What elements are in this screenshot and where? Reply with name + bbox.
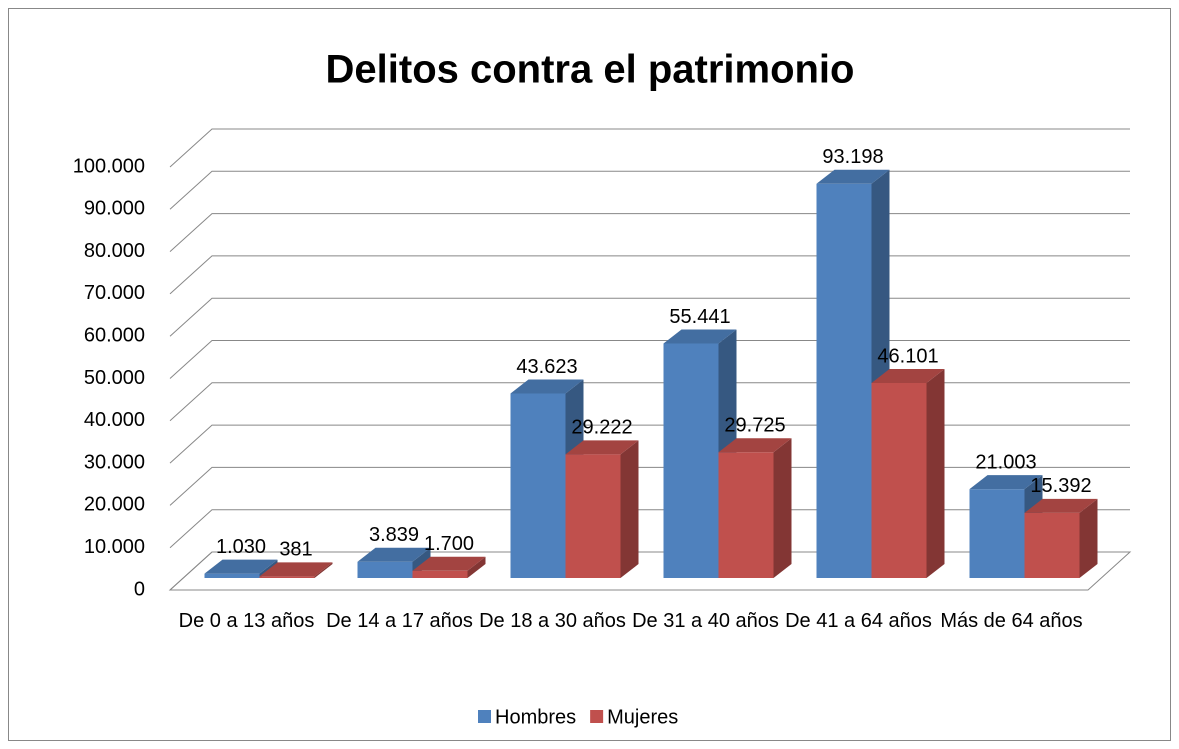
value-label: 15.392 — [1030, 475, 1091, 497]
y-tick-label: 10.000 — [84, 536, 145, 558]
bar-top — [1024, 498, 1098, 513]
bar-top — [412, 556, 486, 571]
bar-top — [357, 547, 431, 562]
legend-swatch — [478, 710, 491, 723]
bar-side — [773, 438, 792, 578]
bar — [718, 438, 792, 578]
y-tick-label: 30.000 — [84, 451, 145, 473]
bar-front — [204, 573, 260, 578]
x-tick-label: De 31 a 40 años — [632, 610, 779, 632]
bar — [1024, 498, 1098, 578]
bar-front — [816, 183, 872, 578]
y-tick-label: 90.000 — [84, 198, 145, 220]
value-label: 93.198 — [822, 146, 883, 168]
y-tick-label: 70.000 — [84, 282, 145, 304]
value-label: 21.003 — [975, 451, 1036, 473]
bar-front — [357, 561, 413, 578]
bar-front — [871, 382, 927, 578]
value-label: 29.222 — [571, 417, 632, 439]
bar-top — [969, 475, 1043, 490]
bar-top — [871, 368, 945, 383]
bar-top — [816, 169, 890, 184]
value-label: 55.441 — [669, 306, 730, 328]
bar-side — [620, 440, 639, 578]
bar-top — [510, 379, 584, 394]
y-tick-label: 40.000 — [84, 409, 145, 431]
bar-side — [314, 562, 333, 578]
bar-front — [1024, 512, 1080, 578]
y-tick-label: 60.000 — [84, 324, 145, 346]
y-tick-label: 100.000 — [73, 155, 145, 177]
x-tick-label: De 18 a 30 años — [479, 610, 626, 632]
value-label: 3.839 — [369, 524, 419, 546]
y-tick-label: 0 — [134, 578, 145, 600]
bar — [565, 440, 639, 578]
grid-line — [169, 128, 1130, 168]
value-label: 1.030 — [216, 536, 266, 558]
bar — [412, 556, 486, 578]
chart-border — [8, 8, 1171, 741]
value-label: 46.101 — [877, 345, 938, 367]
x-tick-label: De 14 a 17 años — [326, 610, 473, 632]
x-tick-label: De 0 a 13 años — [178, 610, 315, 632]
y-tick-label: 20.000 — [84, 494, 145, 516]
bar-top — [204, 559, 278, 574]
grid-line — [169, 170, 1130, 210]
bar-top — [718, 438, 792, 453]
bar-front — [718, 452, 774, 578]
bar-top — [259, 562, 333, 577]
bar-front — [510, 393, 566, 578]
bar-front — [259, 576, 315, 578]
bar — [259, 562, 333, 578]
bar-top — [565, 440, 639, 455]
y-tick-label: 80.000 — [84, 240, 145, 262]
bar-front — [969, 489, 1025, 578]
bar-side — [467, 556, 486, 578]
bar-side — [1079, 498, 1098, 578]
y-tick-label: 50.000 — [84, 367, 145, 389]
chart-title: Delitos contra el patrimonio — [326, 48, 855, 92]
value-label: 381 — [279, 539, 312, 561]
bar-front — [412, 570, 468, 578]
bar — [871, 368, 945, 578]
legend-label: Mujeres — [607, 706, 678, 728]
bar-front — [663, 343, 719, 578]
x-tick-label: Más de 64 años — [940, 610, 1083, 632]
value-label: 43.623 — [516, 356, 577, 378]
value-label: 1.700 — [424, 533, 474, 555]
value-label: 29.725 — [724, 415, 785, 437]
legend-label: Hombres — [495, 706, 576, 728]
bar-side — [926, 368, 945, 578]
bar-front — [565, 454, 621, 578]
x-tick-label: De 41 a 64 años — [785, 610, 932, 632]
bar-top — [663, 329, 737, 344]
legend-swatch — [590, 710, 604, 723]
